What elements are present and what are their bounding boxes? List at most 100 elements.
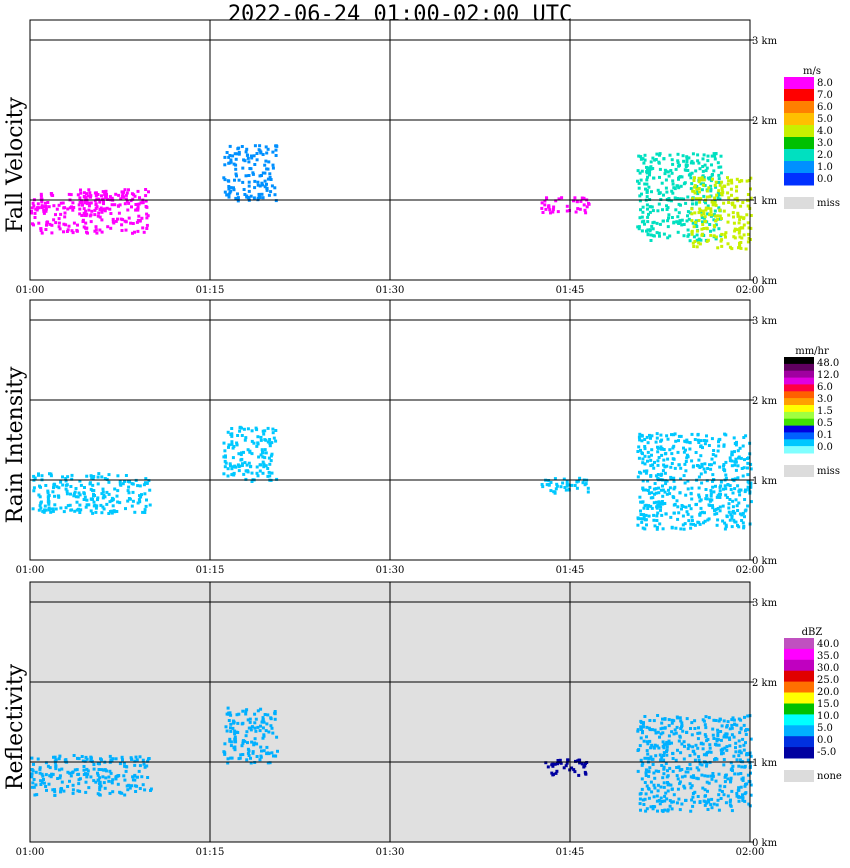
- echo-pixel: [667, 734, 671, 738]
- echo-pixel: [227, 185, 231, 188]
- echo-pixel: [77, 778, 81, 782]
- echo-pixel: [686, 195, 690, 199]
- echo-pixel: [723, 746, 727, 750]
- echo-pixel: [734, 460, 737, 464]
- echo-pixel: [87, 503, 91, 507]
- echo-pixel: [223, 190, 227, 194]
- echo-pixel: [643, 454, 647, 458]
- echo-pixel: [69, 193, 73, 197]
- echo-pixel: [100, 218, 104, 222]
- echo-pixel: [41, 509, 45, 513]
- echo-pixel: [558, 758, 562, 762]
- echo-pixel: [573, 196, 577, 200]
- echo-pixel: [255, 444, 259, 448]
- echo-pixel: [686, 770, 690, 774]
- echo-pixel: [126, 489, 130, 493]
- echo-pixel: [245, 708, 249, 712]
- echo-pixel: [725, 732, 729, 736]
- echo-pixel: [642, 515, 646, 519]
- echo-pixel: [734, 457, 738, 461]
- echo-pixel: [647, 504, 651, 508]
- echo-pixel: [238, 429, 242, 433]
- echo-pixel: [661, 488, 665, 492]
- echo-pixel: [121, 758, 124, 762]
- echo-pixel: [39, 229, 43, 232]
- echo-pixel: [744, 488, 747, 492]
- echo-pixel: [125, 199, 129, 203]
- echo-pixel: [127, 188, 130, 192]
- echo-pixel: [144, 199, 148, 203]
- echo-pixel: [100, 475, 104, 479]
- echo-pixel: [714, 219, 718, 223]
- echo-pixel: [680, 218, 684, 222]
- echo-pixel: [240, 145, 244, 148]
- echo-pixel: [113, 510, 116, 514]
- echo-pixel: [709, 489, 713, 493]
- echo-pixel: [664, 479, 668, 483]
- echo-pixel: [714, 152, 718, 155]
- echo-pixel: [44, 785, 48, 788]
- echo-pixel: [647, 491, 651, 495]
- echo-pixel: [657, 799, 661, 802]
- echo-pixel: [705, 166, 709, 170]
- echo-pixel: [136, 501, 140, 505]
- echo-pixel: [53, 503, 57, 507]
- echo-pixel: [267, 752, 271, 756]
- echo-pixel: [39, 779, 43, 783]
- echo-pixel: [663, 502, 667, 505]
- echo-pixel: [129, 199, 133, 203]
- echo-pixel: [643, 182, 647, 186]
- echo-pixel: [644, 771, 648, 775]
- echo-pixel: [37, 472, 40, 476]
- echo-pixel: [130, 192, 134, 196]
- echo-pixel: [674, 208, 678, 212]
- echo-pixel: [639, 758, 643, 762]
- echo-pixel: [742, 723, 746, 727]
- echo-pixel: [30, 756, 34, 760]
- echo-pixel: [251, 750, 255, 754]
- echo-pixel: [679, 184, 683, 188]
- echo-pixel: [729, 761, 733, 765]
- echo-pixel: [704, 169, 708, 173]
- echo-pixel: [665, 434, 669, 438]
- echo-pixel: [707, 800, 711, 804]
- echo-pixel: [124, 507, 127, 511]
- echo-pixel: [648, 485, 652, 489]
- echo-pixel: [737, 456, 740, 460]
- echo-pixel: [118, 480, 122, 484]
- echo-pixel: [712, 228, 716, 232]
- echo-pixel: [746, 480, 750, 484]
- echo-pixel: [716, 728, 720, 732]
- echo-pixel: [135, 220, 139, 224]
- time-tick-label: 01:30: [376, 847, 405, 858]
- echo-pixel: [549, 211, 552, 215]
- echo-pixel: [664, 482, 668, 486]
- echo-pixel: [565, 479, 569, 483]
- echo-pixel: [681, 523, 685, 527]
- echo-pixel: [660, 447, 664, 451]
- echo-pixel: [702, 467, 706, 471]
- echo-pixel: [678, 734, 682, 738]
- echo-pixel: [677, 511, 681, 515]
- echo-pixel: [685, 510, 689, 514]
- echo-pixel: [230, 473, 234, 477]
- echo-pixel: [747, 488, 751, 492]
- echo-pixel: [711, 473, 715, 477]
- echo-pixel: [94, 510, 98, 514]
- echo-pixel: [266, 426, 270, 430]
- echo-pixel: [120, 223, 124, 227]
- echo-pixel: [703, 215, 707, 219]
- echo-pixel: [713, 157, 717, 161]
- echo-pixel: [259, 754, 263, 758]
- echo-pixel: [227, 719, 231, 722]
- echo-pixel: [556, 762, 559, 766]
- echo-pixel: [252, 441, 256, 445]
- echo-pixel: [34, 770, 38, 774]
- echo-pixel: [638, 438, 642, 442]
- echo-pixel: [637, 186, 641, 190]
- echo-pixel: [684, 469, 688, 473]
- echo-pixel: [258, 729, 262, 733]
- echo-pixel: [645, 740, 649, 744]
- echo-pixel: [733, 487, 737, 491]
- echo-pixel: [128, 786, 132, 790]
